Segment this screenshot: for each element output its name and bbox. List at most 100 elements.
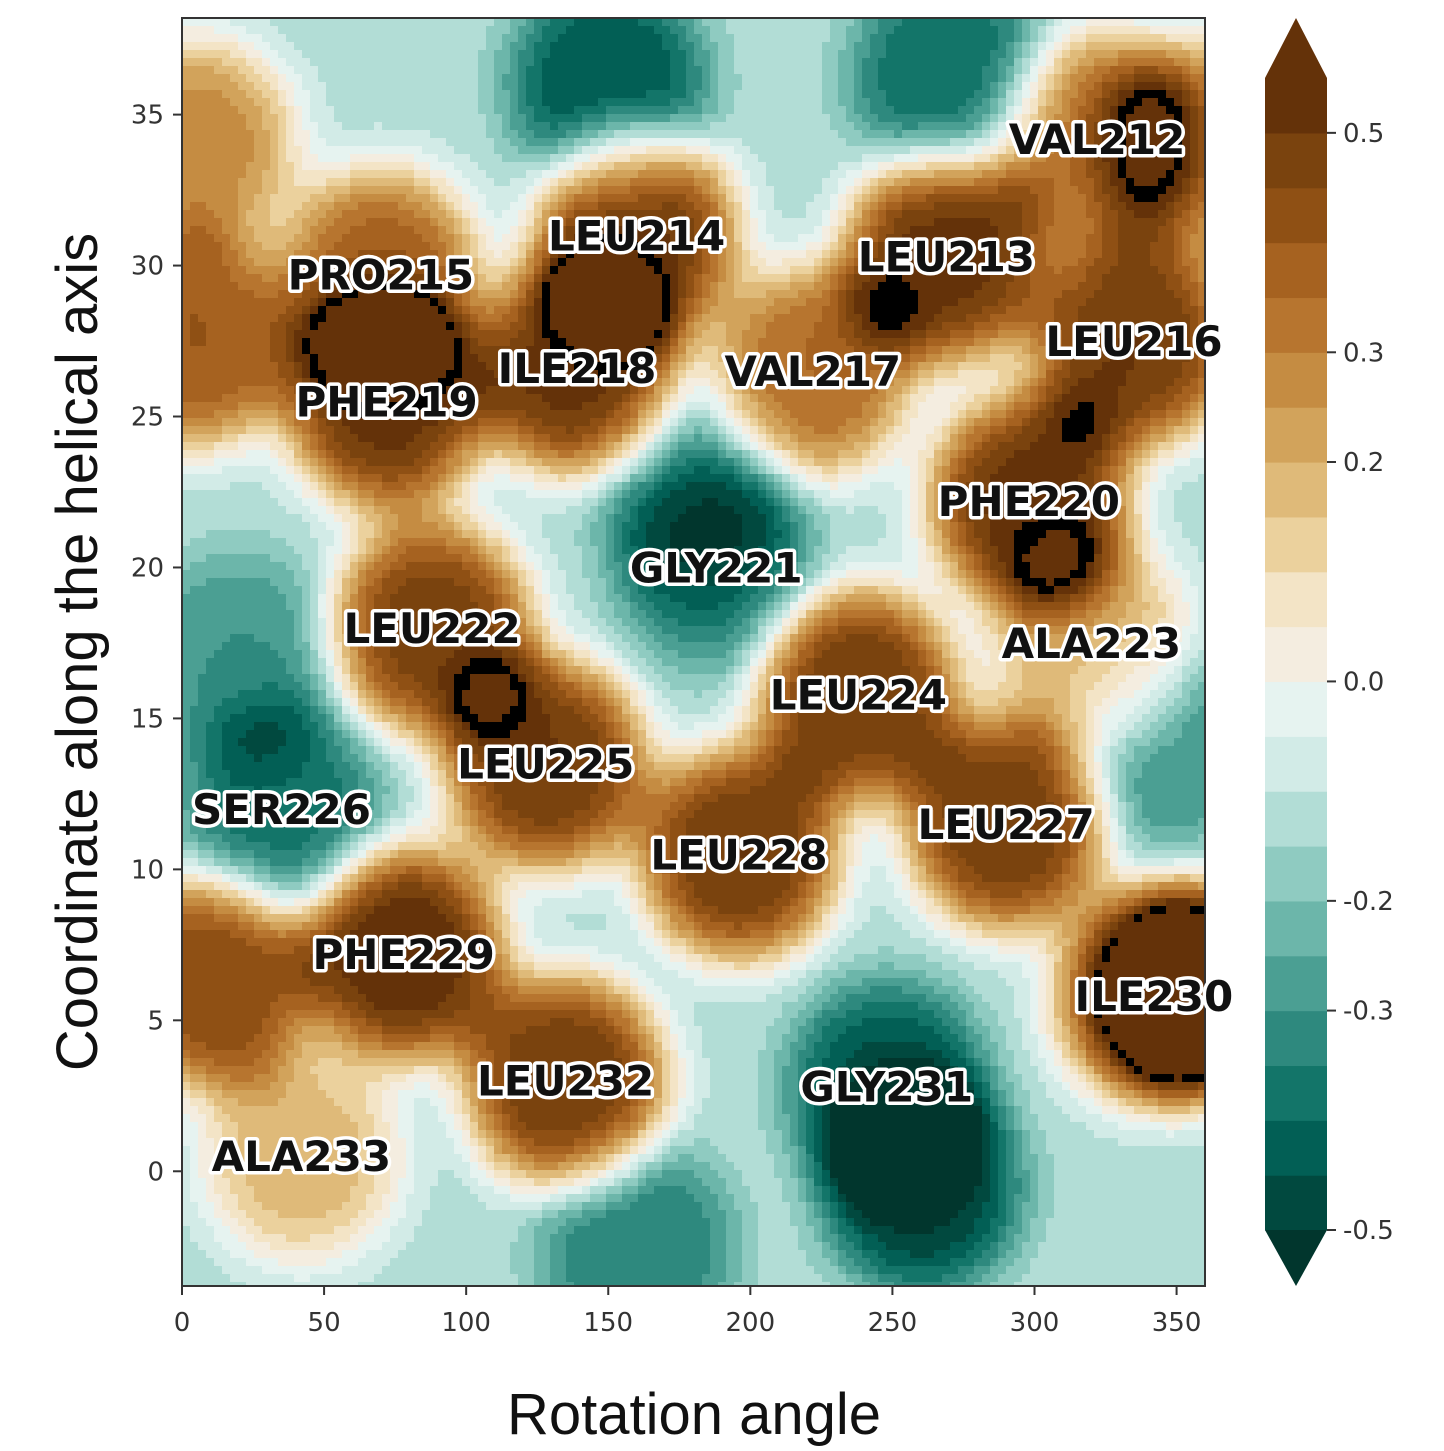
heatmap-cell-3172	[982, 210, 991, 219]
heatmap-cell-3541	[862, 234, 871, 243]
heatmap-cell-1595	[654, 114, 663, 123]
heatmap-cell-2886	[742, 194, 751, 203]
heatmap-cell-3739	[398, 250, 407, 259]
heatmap-cell-365	[1054, 34, 1063, 43]
heatmap-cell-150	[358, 26, 367, 35]
heatmap-cell-3419	[910, 226, 919, 235]
heatmap-cell-803	[462, 66, 471, 75]
heatmap-cell-4192	[950, 274, 959, 283]
heatmap-cell-4562	[838, 298, 847, 307]
heatmap-cell-610	[966, 50, 975, 59]
heatmap-cell-3240	[502, 218, 511, 227]
heatmap-cell-2708	[342, 186, 351, 195]
heatmap-cell-598	[870, 50, 879, 59]
heatmap-cell-2902	[870, 194, 879, 203]
heatmap-cell-1705	[510, 122, 519, 131]
heatmap-cell-4661	[606, 306, 615, 315]
heatmap-cell-4161	[702, 274, 711, 283]
heatmap-cell-1121	[958, 82, 967, 91]
heatmap-cell-2444	[278, 170, 287, 179]
heatmap-cell-3228	[406, 218, 415, 227]
heatmap-cell-4888	[374, 322, 383, 331]
heatmap-cell-4045	[798, 266, 807, 275]
heatmap-cell-2382	[806, 162, 815, 171]
heatmap-cell-3695	[1070, 242, 1079, 251]
heatmap-cell-405	[350, 42, 359, 51]
heatmap-cell-1363	[846, 98, 855, 107]
heatmap-cell-2111	[686, 146, 695, 155]
heatmap-cell-3573	[1118, 234, 1127, 243]
heatmap-cell-238	[1062, 26, 1071, 35]
heatmap-cell-4517	[478, 298, 487, 307]
heatmap-cell-1574	[486, 114, 495, 123]
heatmap-cell-2869	[606, 194, 615, 203]
heatmap-cell-3474	[326, 234, 335, 243]
heatmap-cell-2439	[238, 170, 247, 179]
heatmap-cell-1607	[750, 114, 759, 123]
heatmap-cell-2858	[518, 194, 527, 203]
heatmap-cell-837	[734, 66, 743, 75]
heatmap-cell-2974	[422, 202, 431, 211]
heatmap-cell-1115	[910, 82, 919, 91]
heatmap-cell-737	[958, 58, 967, 67]
heatmap-cell-2332	[406, 162, 415, 171]
heatmap-cell-3752	[502, 250, 511, 259]
heatmap-cell-1751	[878, 122, 887, 131]
heatmap-cell-1909	[1118, 130, 1127, 139]
heatmap-cell-2402	[966, 162, 975, 171]
heatmap-cell-2879	[686, 194, 695, 203]
heatmap-cell-1663	[1198, 114, 1205, 123]
heatmap-cell-4357	[222, 290, 231, 299]
heatmap-cell-4743	[238, 314, 247, 323]
heatmap-cell-1456	[566, 106, 575, 115]
heatmap-cell-2641	[830, 178, 839, 187]
heatmap-cell-4750	[294, 314, 303, 323]
heatmap-cell-1840	[566, 130, 575, 139]
heatmap-cell-4783	[558, 314, 567, 323]
heatmap-cell-2128	[822, 146, 831, 155]
heatmap-cell-418	[454, 42, 463, 51]
heatmap-cell-869	[990, 66, 999, 75]
heatmap-cell-1579	[526, 114, 535, 123]
heatmap-cell-716	[790, 58, 799, 67]
heatmap-cell-650	[262, 58, 271, 67]
heatmap-cell-62	[678, 18, 687, 27]
heatmap-cell-3683	[974, 242, 983, 251]
heatmap-cell-1426	[326, 106, 335, 115]
heatmap-cell-3687	[1006, 242, 1015, 251]
heatmap-cell-2307	[206, 162, 215, 171]
heatmap-cell-3290	[902, 218, 911, 227]
heatmap-cell-2108	[662, 146, 671, 155]
heatmap-cell-3114	[518, 210, 527, 219]
heatmap-cell-1545	[254, 114, 263, 123]
heatmap-cell-4174	[806, 274, 815, 283]
heatmap-cell-396	[278, 42, 287, 51]
heatmap-cell-554	[518, 50, 527, 59]
heatmap-cell-4551	[750, 298, 759, 307]
heatmap-cell-2178	[198, 154, 207, 163]
heatmap-cell-3032	[886, 202, 895, 211]
heatmap-cell-3507	[590, 234, 599, 243]
heatmap-cell-4332	[1046, 282, 1055, 291]
heatmap-cell-3566	[1062, 234, 1071, 243]
heatmap-cell-3982	[294, 266, 303, 275]
heatmap-cell-4515	[462, 298, 471, 307]
heatmap-cell-3716	[214, 250, 223, 259]
heatmap-cell-2016	[950, 138, 959, 147]
heatmap-cell-2079	[430, 146, 439, 155]
heatmap-cell-4321	[958, 282, 967, 291]
heatmap-cell-2183	[238, 154, 247, 163]
heatmap-cell-236	[1046, 26, 1055, 35]
heatmap-cell-901	[222, 74, 231, 83]
heatmap-cell-475	[910, 42, 919, 51]
heatmap-cell-2320	[310, 162, 319, 171]
heatmap-cell-1297	[318, 98, 327, 107]
heatmap-cell-651	[270, 58, 279, 67]
heatmap-cell-2723	[462, 186, 471, 195]
heatmap-cell-3906	[710, 258, 719, 267]
heatmap-cell-4697	[894, 306, 903, 315]
heatmap-cell-646	[230, 58, 239, 67]
heatmap-cell-197	[734, 26, 743, 35]
heatmap-cell-2704	[310, 186, 319, 195]
heatmap-cell-1978	[646, 138, 655, 147]
